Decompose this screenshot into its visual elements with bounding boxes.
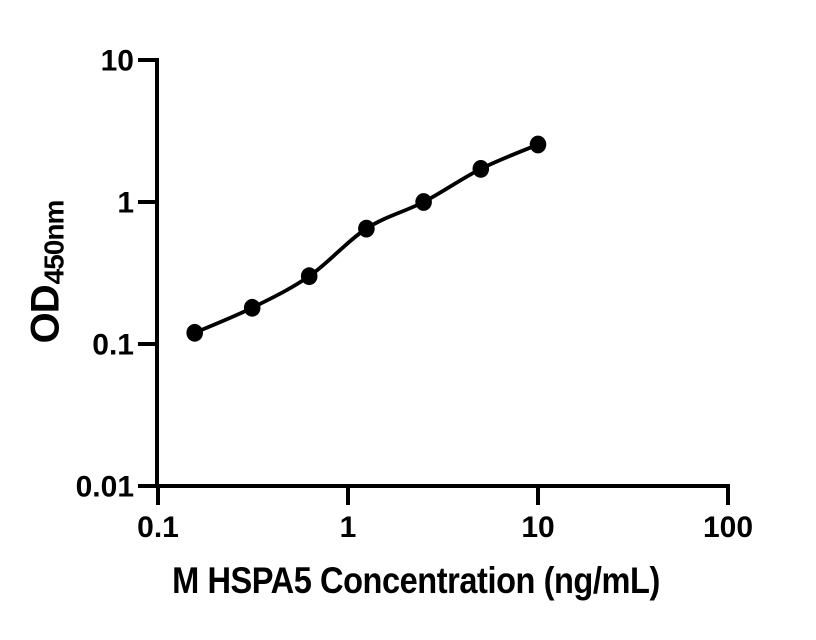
data-point	[358, 219, 375, 238]
y-axis-title: OD450nm	[23, 200, 70, 344]
y-axis-title-main: OD	[23, 285, 68, 344]
x-tick-label: 100	[703, 511, 753, 544]
x-tick-label: 1	[340, 511, 357, 544]
y-tick-label: 10	[101, 45, 134, 78]
data-point	[472, 160, 490, 178]
data-point	[529, 135, 547, 154]
data-point	[300, 267, 318, 286]
x-tick-label: 10	[521, 511, 554, 544]
y-tick-label: 0.01	[76, 471, 134, 504]
x-tick-label: 0.1	[137, 511, 179, 544]
y-tick-label: 0.1	[92, 329, 134, 362]
data-point	[415, 193, 432, 211]
data-point	[186, 323, 203, 342]
x-axis-title: M HSPA5 Concentration (ng/mL)	[172, 560, 660, 601]
y-axis-title-subscript: 450nm	[38, 200, 70, 285]
data-point	[243, 298, 261, 317]
y-tick-label: 1	[117, 187, 134, 220]
